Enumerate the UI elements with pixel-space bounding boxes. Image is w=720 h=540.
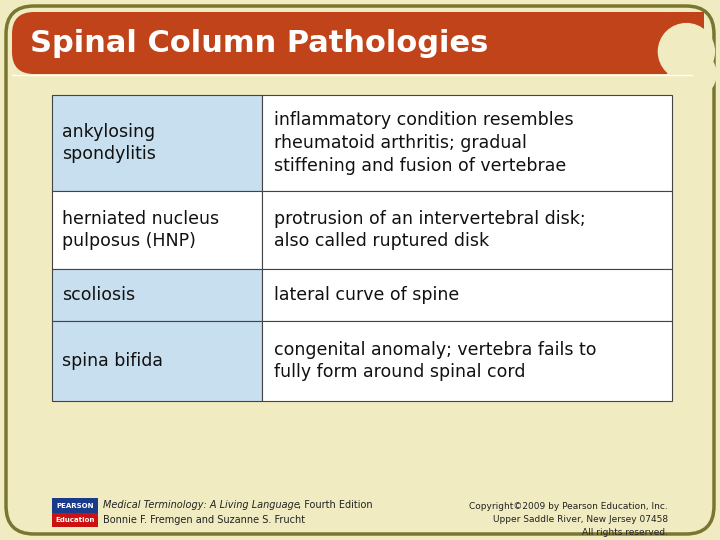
Text: Spinal Column Pathologies: Spinal Column Pathologies [30,30,488,58]
Text: inflammatory condition resembles
rheumatoid arthritis; gradual
stiffening and fu: inflammatory condition resembles rheumat… [274,111,574,175]
Bar [52,321,262,401]
Bar [52,269,262,321]
Text: herniated nucleus
pulposus (HNP): herniated nucleus pulposus (HNP) [62,210,219,251]
Circle shape [668,50,716,98]
Text: Education: Education [55,517,95,523]
Circle shape [658,24,714,79]
Bar [262,321,672,401]
Bar [262,191,672,269]
Text: Bonnie F. Fremgen and Suzanne S. Frucht: Bonnie F. Fremgen and Suzanne S. Frucht [103,515,305,525]
Bar [672,12,704,74]
Text: scoliosis: scoliosis [62,286,135,304]
Text: lateral curve of spine: lateral curve of spine [274,286,459,304]
Text: Medical Terminology: A Living Language: Medical Terminology: A Living Language [103,500,300,510]
Text: ankylosing
spondylitis: ankylosing spondylitis [62,123,156,164]
Bar [52,191,262,269]
Bar [52,498,98,513]
Text: protrusion of an intervertebral disk;
also called ruptured disk: protrusion of an intervertebral disk; al… [274,210,585,251]
Bar [262,95,672,191]
Text: congenital anomaly; vertebra fails to
fully form around spinal cord: congenital anomaly; vertebra fails to fu… [274,341,596,381]
Bar [52,513,98,527]
Text: spina bifida: spina bifida [62,352,163,370]
Bar [262,269,672,321]
Bar [52,95,262,191]
Text: Copyright©2009 by Pearson Education, Inc.
Upper Saddle River, New Jersey 07458
A: Copyright©2009 by Pearson Education, Inc… [469,502,668,537]
Text: PEARSON: PEARSON [56,503,94,509]
FancyBboxPatch shape [12,12,692,74]
FancyBboxPatch shape [6,6,714,534]
Text: , Fourth Edition: , Fourth Edition [298,500,373,510]
